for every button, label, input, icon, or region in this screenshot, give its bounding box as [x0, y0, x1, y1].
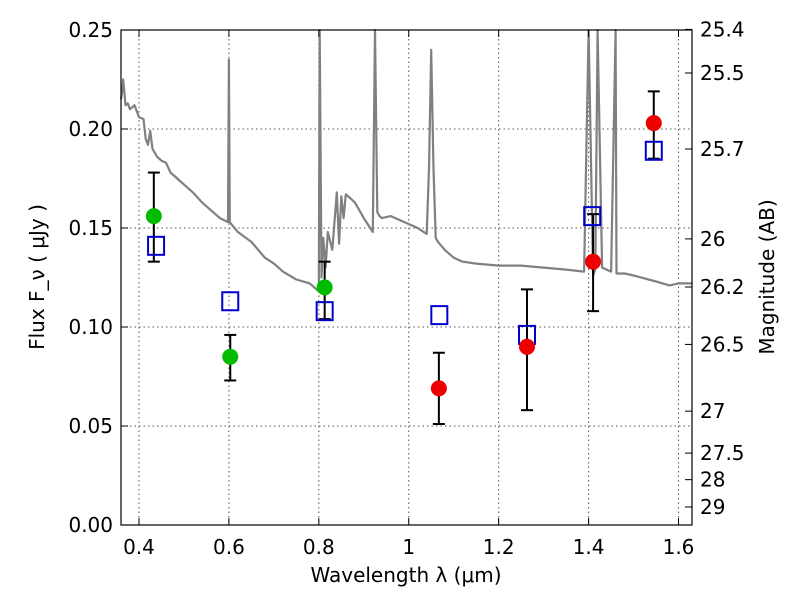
- green-point: [222, 348, 239, 365]
- red-point: [430, 380, 447, 397]
- y-tick-label: 0.20: [68, 117, 113, 141]
- x-tick-label: 1.2: [483, 535, 515, 559]
- red-point: [518, 338, 535, 355]
- model-spectrum-line: [119, 28, 692, 293]
- y2-tick-label: 29: [700, 495, 725, 519]
- y2-axis-title: Magnitude (AB): [755, 199, 779, 354]
- red-point: [585, 253, 602, 270]
- plot-frame: [120, 29, 693, 526]
- green-point: [145, 208, 162, 225]
- y2-tick-label: 27.5: [700, 441, 745, 465]
- y2-tick-label: 27: [700, 399, 725, 423]
- model-square: [644, 140, 663, 161]
- y2-tick-label: 26.2: [700, 275, 745, 299]
- y2-tick-label: 26.5: [700, 332, 745, 356]
- x-tick-label: 1.4: [573, 535, 605, 559]
- y-tick-label: 0.10: [68, 315, 113, 339]
- grid-lines: [121, 29, 692, 526]
- x-tick-label: 1: [402, 535, 415, 559]
- y-tick-label: 0.25: [68, 18, 113, 42]
- model-square: [147, 235, 166, 256]
- red-point: [645, 115, 662, 132]
- error-bars: [147, 90, 660, 426]
- x-tick-label: 1.6: [663, 535, 695, 559]
- y-axis-title: Flux F_ν ( μJy ): [25, 204, 49, 350]
- y2-tick-label: 28: [700, 468, 725, 492]
- model-square: [221, 291, 240, 312]
- y-tick-label: 0.15: [68, 216, 113, 240]
- y2-axis-ticks: 25.4 25.5 25.7 26 26.2 26.5 27 27.5 28 29: [685, 17, 745, 519]
- model-photometry-squares: [147, 140, 663, 345]
- x-axis-ticks: 0.4 0.6 0.8 1 1.2 1.4 1.6: [123, 30, 694, 559]
- y-axis-ticks: 0.00 0.05 0.10 0.15 0.20 0.25: [68, 18, 128, 537]
- green-point: [316, 279, 333, 296]
- y-tick-label: 0.00: [68, 513, 113, 537]
- x-tick-label: 0.4: [123, 535, 155, 559]
- x-tick-label: 0.6: [213, 535, 245, 559]
- x-tick-label: 0.8: [303, 535, 335, 559]
- y-tick-label: 0.05: [68, 414, 113, 438]
- model-spectrum: [119, 28, 692, 293]
- y2-tick-label: 25.7: [700, 137, 745, 161]
- x-axis-title: Wavelength λ (μm): [310, 563, 501, 587]
- model-square: [430, 305, 449, 326]
- model-square: [583, 206, 602, 227]
- y2-tick-label: 25.4: [700, 17, 745, 41]
- y2-tick-label: 25.5: [700, 61, 745, 85]
- y2-tick-label: 26: [700, 227, 725, 251]
- observed-points: [145, 115, 662, 397]
- model-square: [315, 301, 334, 322]
